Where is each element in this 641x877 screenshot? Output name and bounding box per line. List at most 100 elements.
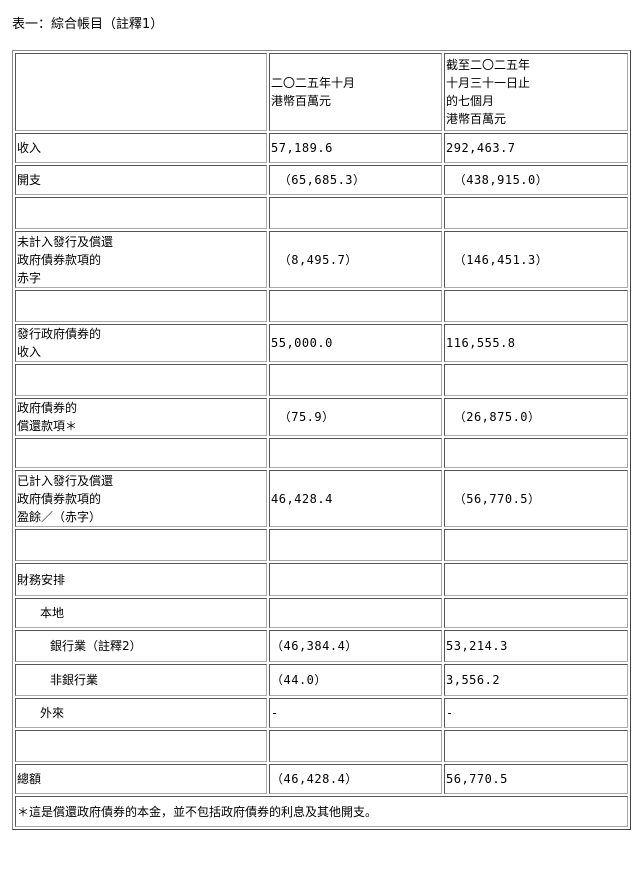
table-row — [15, 529, 628, 561]
row-label-line: 總額 — [17, 772, 42, 786]
table-row: 非銀行業 （44.0） 3,556.2 — [15, 664, 628, 696]
row-label-cell — [15, 730, 267, 762]
value-cell-ytd: 3,556.2 — [444, 664, 628, 696]
row-label-cell: 非銀行業 — [15, 664, 267, 696]
row-label-line: 償還款項＊ — [17, 419, 78, 433]
header-line: 截至二〇二五年 — [446, 58, 531, 72]
table-row: 銀行業（註釋2） （46,384.4） 53,214.3 — [15, 630, 628, 662]
value-cell-ytd: （146,451.3） — [444, 231, 628, 288]
row-label-line: 本地 — [40, 606, 65, 620]
row-label-line: 未計入發行及償還 — [17, 234, 114, 249]
header-cell-ytd: 截至二〇二五年 十月三十一日止 的七個月 港幣百萬元 — [444, 53, 628, 131]
row-label-cell: 總額 — [15, 764, 267, 794]
value-cell-month: （46,384.4） — [269, 630, 442, 662]
row-label-line: 銀行業（註釋2） — [50, 639, 142, 653]
table-row — [15, 197, 628, 229]
header-line: 的七個月 — [446, 94, 495, 108]
row-label-line: 財務安排 — [17, 572, 66, 587]
row-label-cell: 收入 — [15, 133, 267, 163]
row-label-cell: 未計入發行及償還 政府債券款項的 赤字 — [15, 231, 267, 288]
value-cell-ytd — [444, 529, 628, 561]
row-label-cell: 發行政府債券的 收入 — [15, 324, 267, 362]
value-cell-ytd — [444, 730, 628, 762]
row-label-cell: 已計入發行及償還 政府債券款項的 盈餘／（赤字） — [15, 470, 267, 527]
value-cell-ytd — [444, 598, 628, 628]
header-cell-blank — [15, 53, 267, 131]
consolidated-account-table: 二〇二五年十月 港幣百萬元 截至二〇二五年 十月三十一日止 的七個月 港幣百萬元… — [12, 50, 631, 830]
row-label-line: 收入 — [17, 141, 42, 155]
table-row — [15, 730, 628, 762]
header-line: 二〇二五年十月 — [271, 76, 356, 90]
table-row: 未計入發行及償還 政府債券款項的 赤字 （8,495.7） （146,451.3） — [15, 231, 628, 288]
row-label-line: 盈餘／（赤字） — [17, 509, 102, 524]
row-label-line: 赤字 — [17, 270, 42, 285]
row-label-cell — [15, 438, 267, 468]
table-row: 總額 （46,428.4） 56,770.5 — [15, 764, 628, 794]
value-cell-month: （75.9） — [269, 398, 442, 436]
table-row: 發行政府債券的 收入 55,000.0 116,555.8 — [15, 324, 628, 362]
row-label-cell — [15, 290, 267, 322]
table-row — [15, 290, 628, 322]
value-cell-month — [269, 364, 442, 396]
row-label-cell: 開支 — [15, 165, 267, 195]
value-cell-ytd: 292,463.7 — [444, 133, 628, 163]
header-cell-month: 二〇二五年十月 港幣百萬元 — [269, 53, 442, 131]
value-cell-month — [269, 438, 442, 468]
value-cell-month: 46,428.4 — [269, 470, 442, 527]
row-label-cell — [15, 364, 267, 396]
row-label-line: 收入 — [17, 345, 42, 359]
value-cell-ytd: （56,770.5） — [444, 470, 628, 527]
table-row: 外來 - - — [15, 698, 628, 728]
table-row: 財務安排 — [15, 563, 628, 596]
value-cell-month — [269, 197, 442, 229]
value-cell-month — [269, 598, 442, 628]
row-label-cell: 政府債券的償還款項＊ — [15, 398, 267, 436]
value-cell-month: 55,000.0 — [269, 324, 442, 362]
row-label-line: 已計入發行及償還 — [17, 473, 114, 488]
table-row: 政府債券的償還款項＊ （75.9） （26,875.0） — [15, 398, 628, 436]
value-cell-ytd: 53,214.3 — [444, 630, 628, 662]
header-line: 港幣百萬元 — [446, 112, 507, 126]
row-label-line: 政府債券款項的 — [17, 491, 102, 506]
table-title: 表一：綜合帳目（註釋1） — [12, 17, 164, 32]
row-label-cell: 外來 — [15, 698, 267, 728]
table-row: 已計入發行及償還 政府債券款項的 盈餘／（赤字） 46,428.4 （56,770.5… — [15, 470, 628, 527]
value-cell-ytd — [444, 563, 628, 596]
row-label-line: 外來 — [40, 706, 65, 720]
row-label-cell: 本地 — [15, 598, 267, 628]
value-cell-ytd — [444, 364, 628, 396]
value-cell-month: （46,428.4） — [269, 764, 442, 794]
value-cell-ytd: - — [444, 698, 628, 728]
table-row: 收入 57,189.6 292,463.7 — [15, 133, 628, 163]
header-line: 十月三十一日止 — [446, 76, 531, 90]
value-cell-ytd — [444, 197, 628, 229]
table-row — [15, 364, 628, 396]
value-cell-month: - — [269, 698, 442, 728]
table-row: 本地 — [15, 598, 628, 628]
value-cell-month — [269, 730, 442, 762]
footnote: ＊這是償還政府債券的本金，並不包括政府債券的利息及其他開支。 — [15, 796, 628, 827]
value-cell-ytd — [444, 290, 628, 322]
value-cell-ytd: （26,875.0） — [444, 398, 628, 436]
row-label-line: 政府債券款項的 — [17, 252, 102, 267]
row-label-cell — [15, 197, 267, 229]
row-label-line: 政府債券的 — [17, 401, 78, 415]
row-label-line: 開支 — [17, 173, 42, 187]
table-row: 開支 （65,685.3） （438,915.0） — [15, 165, 628, 195]
header-line: 港幣百萬元 — [271, 94, 332, 108]
value-cell-month — [269, 563, 442, 596]
footnote-row: ＊這是償還政府債券的本金，並不包括政府債券的利息及其他開支。 — [15, 796, 628, 827]
value-cell-month: （8,495.7） — [269, 231, 442, 288]
row-label-line: 發行政府債券的 — [17, 327, 102, 341]
value-cell-ytd: 56,770.5 — [444, 764, 628, 794]
value-cell-ytd — [444, 438, 628, 468]
row-label-cell: 財務安排 — [15, 563, 267, 596]
header-row: 二〇二五年十月 港幣百萬元 截至二〇二五年 十月三十一日止 的七個月 港幣百萬元 — [15, 53, 628, 131]
value-cell-ytd: 116,555.8 — [444, 324, 628, 362]
row-label-line: 非銀行業 — [50, 673, 99, 687]
value-cell-month: 57,189.6 — [269, 133, 442, 163]
value-cell-month — [269, 290, 442, 322]
table-row — [15, 438, 628, 468]
value-cell-month: （65,685.3） — [269, 165, 442, 195]
value-cell-month: （44.0） — [269, 664, 442, 696]
